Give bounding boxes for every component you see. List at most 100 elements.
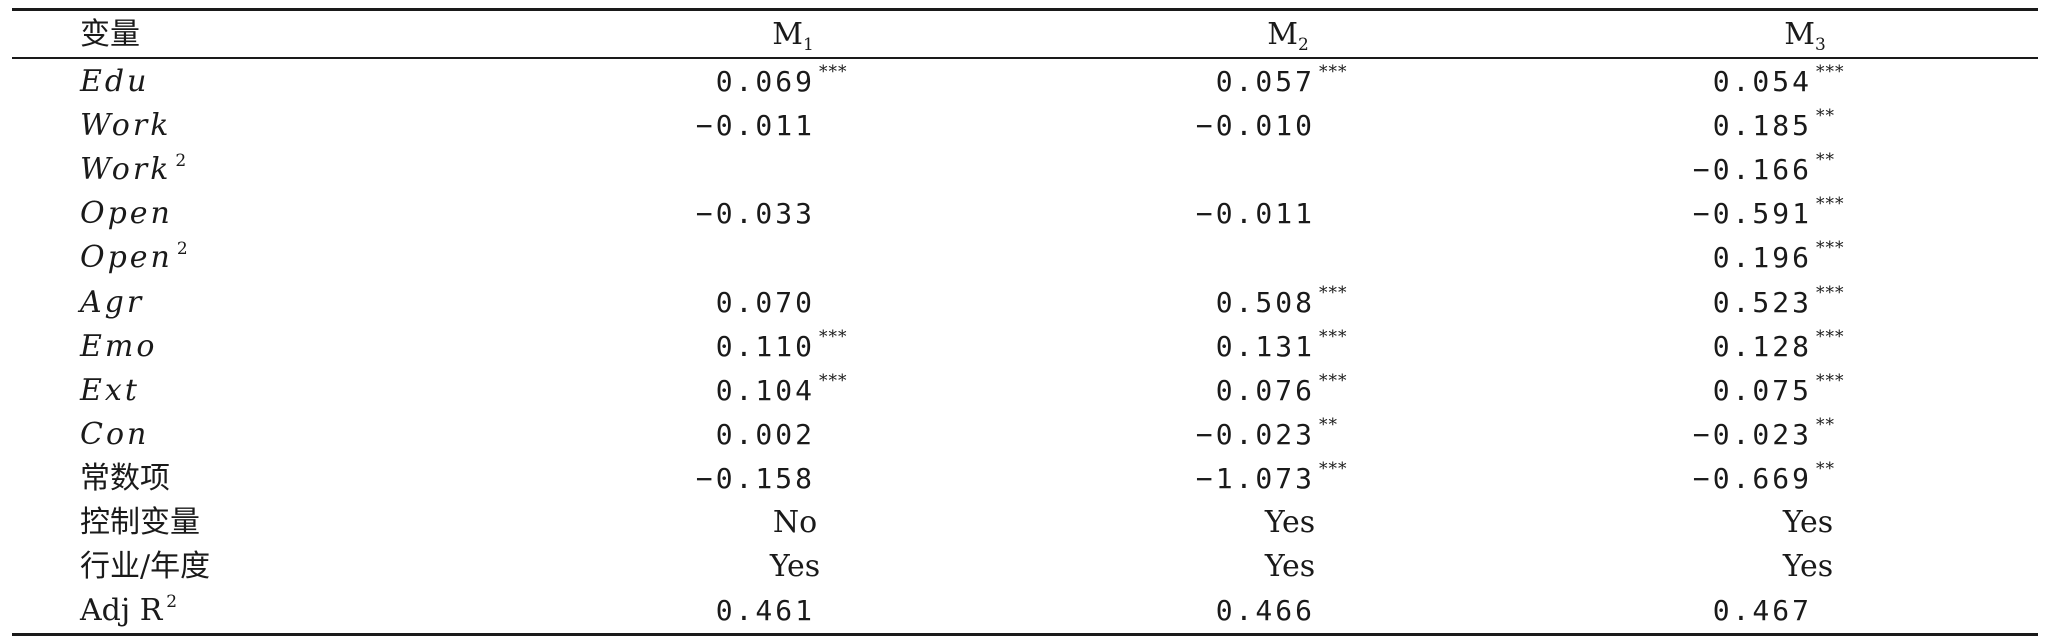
indicator-cell: Yes	[1264, 505, 1316, 540]
coefficient-cell: 0.075	[1712, 373, 1812, 407]
header-model-3-label: M	[1784, 17, 1815, 52]
header-model-1-sub: 1	[802, 35, 814, 55]
coefficient-cell: −1.073	[1195, 461, 1315, 495]
table-row: Open 2 0.196 ***	[0, 236, 2048, 280]
header-model-2-sub: 2	[1297, 35, 1309, 55]
significance-stars: **	[1816, 414, 1835, 435]
indicator-cell: Yes	[1782, 549, 1834, 585]
row-variable: Open	[80, 192, 173, 236]
coefficient-cell: 0.002	[715, 417, 815, 451]
table-header-rule	[12, 57, 2038, 59]
significance-stars: ***	[1319, 282, 1348, 303]
header-model-3-sub: 3	[1814, 35, 1826, 55]
coefficient-cell: 0.070	[715, 285, 815, 319]
coefficient-cell: −0.011	[1195, 197, 1315, 231]
significance-stars: ***	[1816, 282, 1845, 303]
significance-stars: ***	[819, 326, 848, 347]
significance-stars: **	[1319, 414, 1338, 435]
table-row: Agr 0.070 0.508 *** 0.523 ***	[0, 281, 2048, 325]
row-variable: Work 2	[80, 148, 189, 196]
indicator-cell: Yes	[1264, 549, 1316, 585]
coefficient-cell: 0.076	[1215, 373, 1315, 407]
indicator-cell: No	[772, 505, 818, 540]
table-row: Emo 0.110 *** 0.131 *** 0.128 ***	[0, 325, 2048, 369]
coefficient-cell: 0.110	[715, 329, 815, 363]
significance-stars: ***	[1816, 326, 1845, 347]
table-top-rule	[12, 8, 2038, 11]
row-variable: Work	[80, 104, 171, 148]
significance-stars: ***	[1319, 326, 1348, 347]
coefficient-cell: 0.196	[1712, 241, 1812, 275]
significance-stars: ***	[1319, 458, 1348, 479]
table-row: 常数项 −0.158 −1.073 *** −0.669 **	[0, 457, 2048, 501]
row-variable-superscript: 2	[176, 239, 191, 260]
row-variable-text: Open	[80, 196, 173, 232]
row-variable-superscript: 2	[166, 592, 178, 613]
table-row: Con 0.002 −0.023 ** −0.023 **	[0, 413, 2048, 457]
coefficient-cell: −0.591	[1692, 197, 1812, 231]
row-variable-text: Adj R	[80, 593, 163, 629]
indicator-cell: Yes	[769, 549, 821, 585]
header-model-1-label: M	[772, 17, 803, 52]
row-variable: 控制变量	[80, 501, 200, 545]
row-variable: Open 2	[80, 236, 191, 284]
coefficient-cell: 0.185	[1712, 109, 1812, 143]
coefficient-cell: 0.466	[1215, 594, 1315, 628]
significance-stars: ***	[1816, 62, 1845, 82]
coefficient-cell: 0.128	[1712, 329, 1812, 363]
row-variable: Agr	[80, 281, 144, 325]
row-variable-text: Emo	[80, 328, 158, 364]
coefficient-cell: 0.069	[715, 65, 815, 98]
coefficient-cell: −0.023	[1692, 417, 1812, 451]
table-row: Work 2 −0.166 **	[0, 148, 2048, 192]
row-variable-text: Work	[80, 108, 172, 144]
significance-stars: ***	[819, 370, 848, 391]
row-variable: 常数项	[80, 457, 170, 501]
table-row: 控制变量 No Yes Yes	[0, 501, 2048, 545]
row-variable-text: Con	[80, 416, 150, 452]
coefficient-cell: 0.057	[1215, 65, 1315, 98]
coefficient-cell: 0.523	[1712, 285, 1812, 319]
significance-stars: ***	[1816, 370, 1845, 391]
table-row: Edu 0.069 *** 0.057 *** 0.054 ***	[0, 60, 2048, 104]
row-variable-text: 行业/年度	[80, 549, 211, 585]
significance-stars: ***	[1319, 62, 1348, 82]
header-model-2-label: M	[1267, 17, 1298, 52]
coefficient-cell: −0.010	[1195, 109, 1315, 143]
coefficient-cell: −0.166	[1692, 153, 1812, 187]
row-variable-superscript: 2	[175, 151, 190, 172]
row-variable-text: 控制变量	[80, 505, 200, 540]
header-model-3: M3	[1745, 12, 1865, 57]
row-variable: Emo	[80, 325, 157, 369]
row-variable-text: Agr	[80, 284, 145, 320]
coefficient-cell: −0.158	[695, 461, 815, 495]
significance-stars: ***	[1816, 194, 1845, 215]
table-row: Adj R 2 0.461 0.466 0.467	[0, 589, 2048, 633]
table-row: Open −0.033 −0.011 −0.591 ***	[0, 192, 2048, 236]
coefficient-cell: 0.508	[1215, 285, 1315, 319]
row-variable-text: Ext	[80, 372, 140, 408]
indicator-cell: Yes	[1782, 505, 1834, 540]
row-variable-text: 常数项	[80, 460, 170, 496]
row-variable: 行业/年度	[80, 545, 210, 589]
row-variable-text: Work	[80, 152, 172, 188]
significance-stars: **	[1816, 150, 1835, 171]
significance-stars: ***	[1816, 238, 1845, 259]
coefficient-cell: 0.467	[1712, 594, 1812, 628]
row-variable-text: Edu	[80, 64, 150, 99]
coefficient-cell: 0.104	[715, 373, 815, 407]
table-bottom-rule	[12, 633, 2038, 636]
coefficient-cell: −0.011	[695, 109, 815, 143]
header-model-2: M2	[1228, 12, 1348, 57]
coefficient-cell: 0.054	[1712, 65, 1812, 98]
coefficient-cell: −0.023	[1195, 417, 1315, 451]
coefficient-cell: 0.131	[1215, 329, 1315, 363]
row-variable: Edu	[80, 60, 149, 104]
table-row: 行业/年度 Yes Yes Yes	[0, 545, 2048, 589]
coefficient-cell: 0.461	[715, 594, 815, 628]
significance-stars: **	[1816, 458, 1835, 479]
significance-stars: ***	[1319, 370, 1348, 391]
row-variable: Ext	[80, 369, 140, 413]
significance-stars: ***	[819, 62, 848, 82]
